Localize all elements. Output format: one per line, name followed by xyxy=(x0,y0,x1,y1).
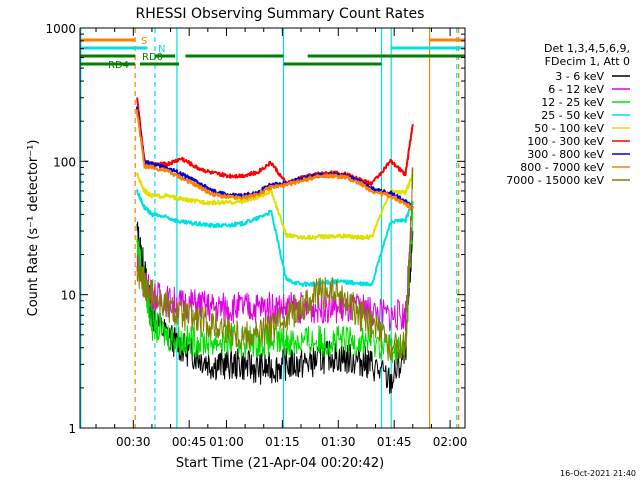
footer-date: 16-Oct-2021 21:40 xyxy=(560,469,636,478)
legend-entry-label: 6 - 12 keV xyxy=(548,83,604,96)
x-tick-label: 00:30 xyxy=(116,435,151,449)
y-tick-label: 100 xyxy=(53,155,76,169)
x-axis-label: Start Time (21-Apr-04 00:20:42) xyxy=(176,456,384,471)
x-tick-label: 01:15 xyxy=(265,435,300,449)
legend-entry-label: 7000 - 15000 keV xyxy=(506,174,604,187)
legend-entry-label: 300 - 800 keV xyxy=(527,148,604,161)
x-tick-label: 01:30 xyxy=(321,435,356,449)
legend-title-line1: Det 1,3,4,5,6,9, xyxy=(544,42,630,55)
series-line xyxy=(136,109,414,211)
series-line xyxy=(136,221,414,395)
legend-entry-label: 50 - 100 keV xyxy=(534,122,604,135)
flag-bar-label: RD0 xyxy=(142,52,163,63)
chart-title: RHESSI Observing Summary Count Rates xyxy=(136,6,425,22)
y-tick-label: 10 xyxy=(61,289,76,303)
series-line xyxy=(136,208,414,332)
legend-entry-label: 3 - 6 keV xyxy=(555,70,604,83)
series-line xyxy=(136,189,414,288)
x-tick-label: 01:00 xyxy=(209,435,244,449)
legend-entry-label: 100 - 300 keV xyxy=(527,135,604,148)
x-tick-label: 02:00 xyxy=(433,435,468,449)
x-tick-label: 01:45 xyxy=(377,435,412,449)
legend-entry-label: 12 - 25 keV xyxy=(541,96,604,109)
flag-bar-label: S xyxy=(141,36,147,47)
series-line xyxy=(136,97,414,187)
x-axis: 00:30 00:45 01:00 01:15 01:30 01:45 02:00 xyxy=(95,28,468,449)
series-line xyxy=(136,209,414,365)
series-line xyxy=(136,167,414,365)
flag-bar-label: N xyxy=(158,44,165,55)
y-axis-label: Count Rate (s⁻¹ detector⁻¹) xyxy=(26,140,41,317)
legend-entry-label: 25 - 50 keV xyxy=(541,109,604,122)
legend-entry-label: 800 - 7000 keV xyxy=(520,161,604,174)
plot-frame xyxy=(79,27,466,429)
legend-title-line2: FDecim 1, Att 0 xyxy=(545,55,630,68)
legend: Det 1,3,4,5,6,9, FDecim 1, Att 0 3 - 6 k… xyxy=(506,42,630,187)
y-tick-label: 1000 xyxy=(45,22,76,36)
x-tick-label: 00:45 xyxy=(172,435,207,449)
flag-bar-label: RD4 xyxy=(108,60,129,71)
y-axis: 1 10 100 1000 xyxy=(45,22,465,436)
y-tick-label: 1 xyxy=(68,422,76,436)
series-line xyxy=(136,106,414,210)
